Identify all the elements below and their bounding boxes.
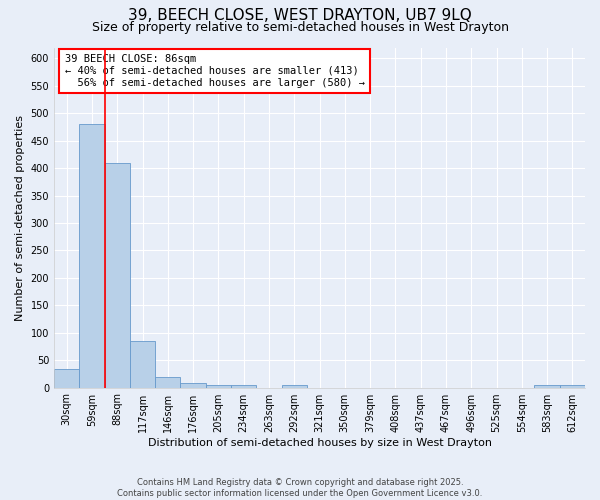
- Text: 39, BEECH CLOSE, WEST DRAYTON, UB7 9LQ: 39, BEECH CLOSE, WEST DRAYTON, UB7 9LQ: [128, 8, 472, 22]
- Bar: [206, 385, 231, 388]
- Bar: [79, 124, 104, 388]
- Bar: [104, 162, 130, 388]
- Bar: [281, 385, 307, 388]
- Y-axis label: Number of semi-detached properties: Number of semi-detached properties: [15, 114, 25, 320]
- Bar: [181, 383, 206, 388]
- Text: Contains HM Land Registry data © Crown copyright and database right 2025.
Contai: Contains HM Land Registry data © Crown c…: [118, 478, 482, 498]
- Bar: [54, 370, 79, 388]
- Bar: [560, 385, 585, 388]
- Bar: [535, 385, 560, 388]
- Bar: [130, 341, 155, 388]
- Text: 39 BEECH CLOSE: 86sqm
← 40% of semi-detached houses are smaller (413)
  56% of s: 39 BEECH CLOSE: 86sqm ← 40% of semi-deta…: [65, 54, 365, 88]
- Bar: [155, 376, 181, 388]
- X-axis label: Distribution of semi-detached houses by size in West Drayton: Distribution of semi-detached houses by …: [148, 438, 491, 448]
- Text: Size of property relative to semi-detached houses in West Drayton: Size of property relative to semi-detach…: [91, 21, 509, 34]
- Bar: [231, 385, 256, 388]
